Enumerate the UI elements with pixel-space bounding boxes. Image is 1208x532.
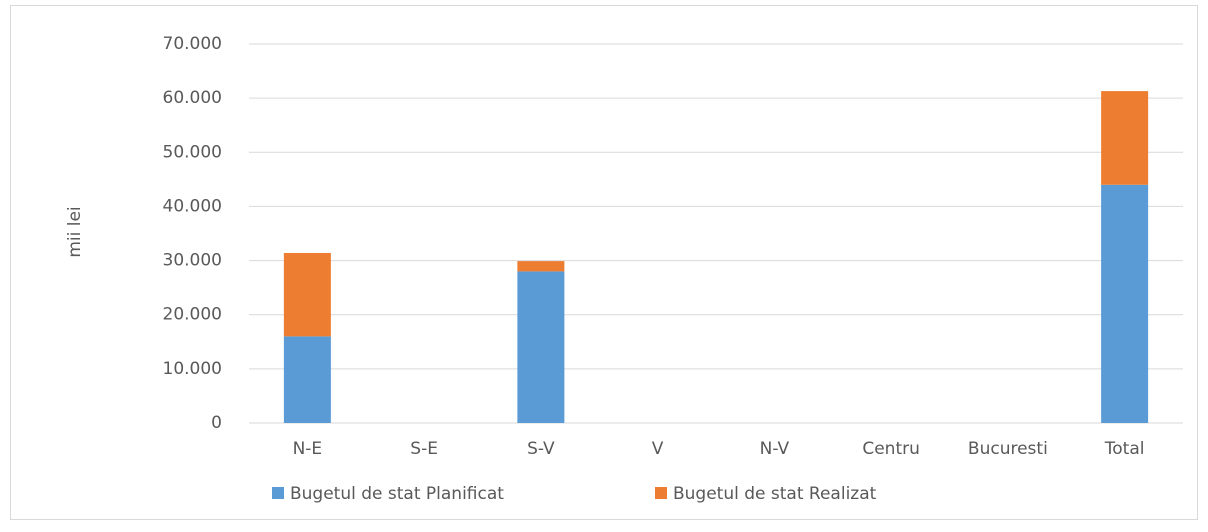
y-axis-label: mii lei <box>65 206 85 257</box>
y-tick-label: 20.000 <box>163 305 222 325</box>
x-tick-label: S-E <box>410 439 438 459</box>
x-tick-label: Bucuresti <box>968 439 1048 459</box>
y-tick-label: 50.000 <box>163 142 222 162</box>
x-tick-label: Total <box>1104 439 1145 459</box>
x-tick-label: N-E <box>293 439 323 459</box>
x-tick-label: V <box>652 439 664 459</box>
bar-segment <box>517 261 565 272</box>
y-tick-label: 30.000 <box>163 251 222 271</box>
y-tick-label: 0 <box>211 413 222 433</box>
bar-segment <box>283 252 331 337</box>
bar-segment <box>283 336 331 423</box>
y-tick-label: 10.000 <box>163 359 222 379</box>
legend-swatch <box>272 487 284 499</box>
x-tick-label: N-V <box>760 439 790 459</box>
bar-segment <box>517 271 565 423</box>
y-tick-label: 60.000 <box>163 88 222 108</box>
bar-segment <box>1101 91 1149 185</box>
legend-label: Bugetul de stat Realizat <box>673 484 877 504</box>
x-tick-label: Centru <box>862 439 920 459</box>
bar-segment <box>1101 184 1149 423</box>
chart-frame <box>10 5 1198 520</box>
y-tick-label: 70.000 <box>163 34 222 54</box>
legend-swatch <box>655 487 667 499</box>
x-tick-label: S-V <box>527 439 555 459</box>
y-tick-label: 40.000 <box>163 196 222 216</box>
legend-label: Bugetul de stat Planificat <box>290 484 504 504</box>
